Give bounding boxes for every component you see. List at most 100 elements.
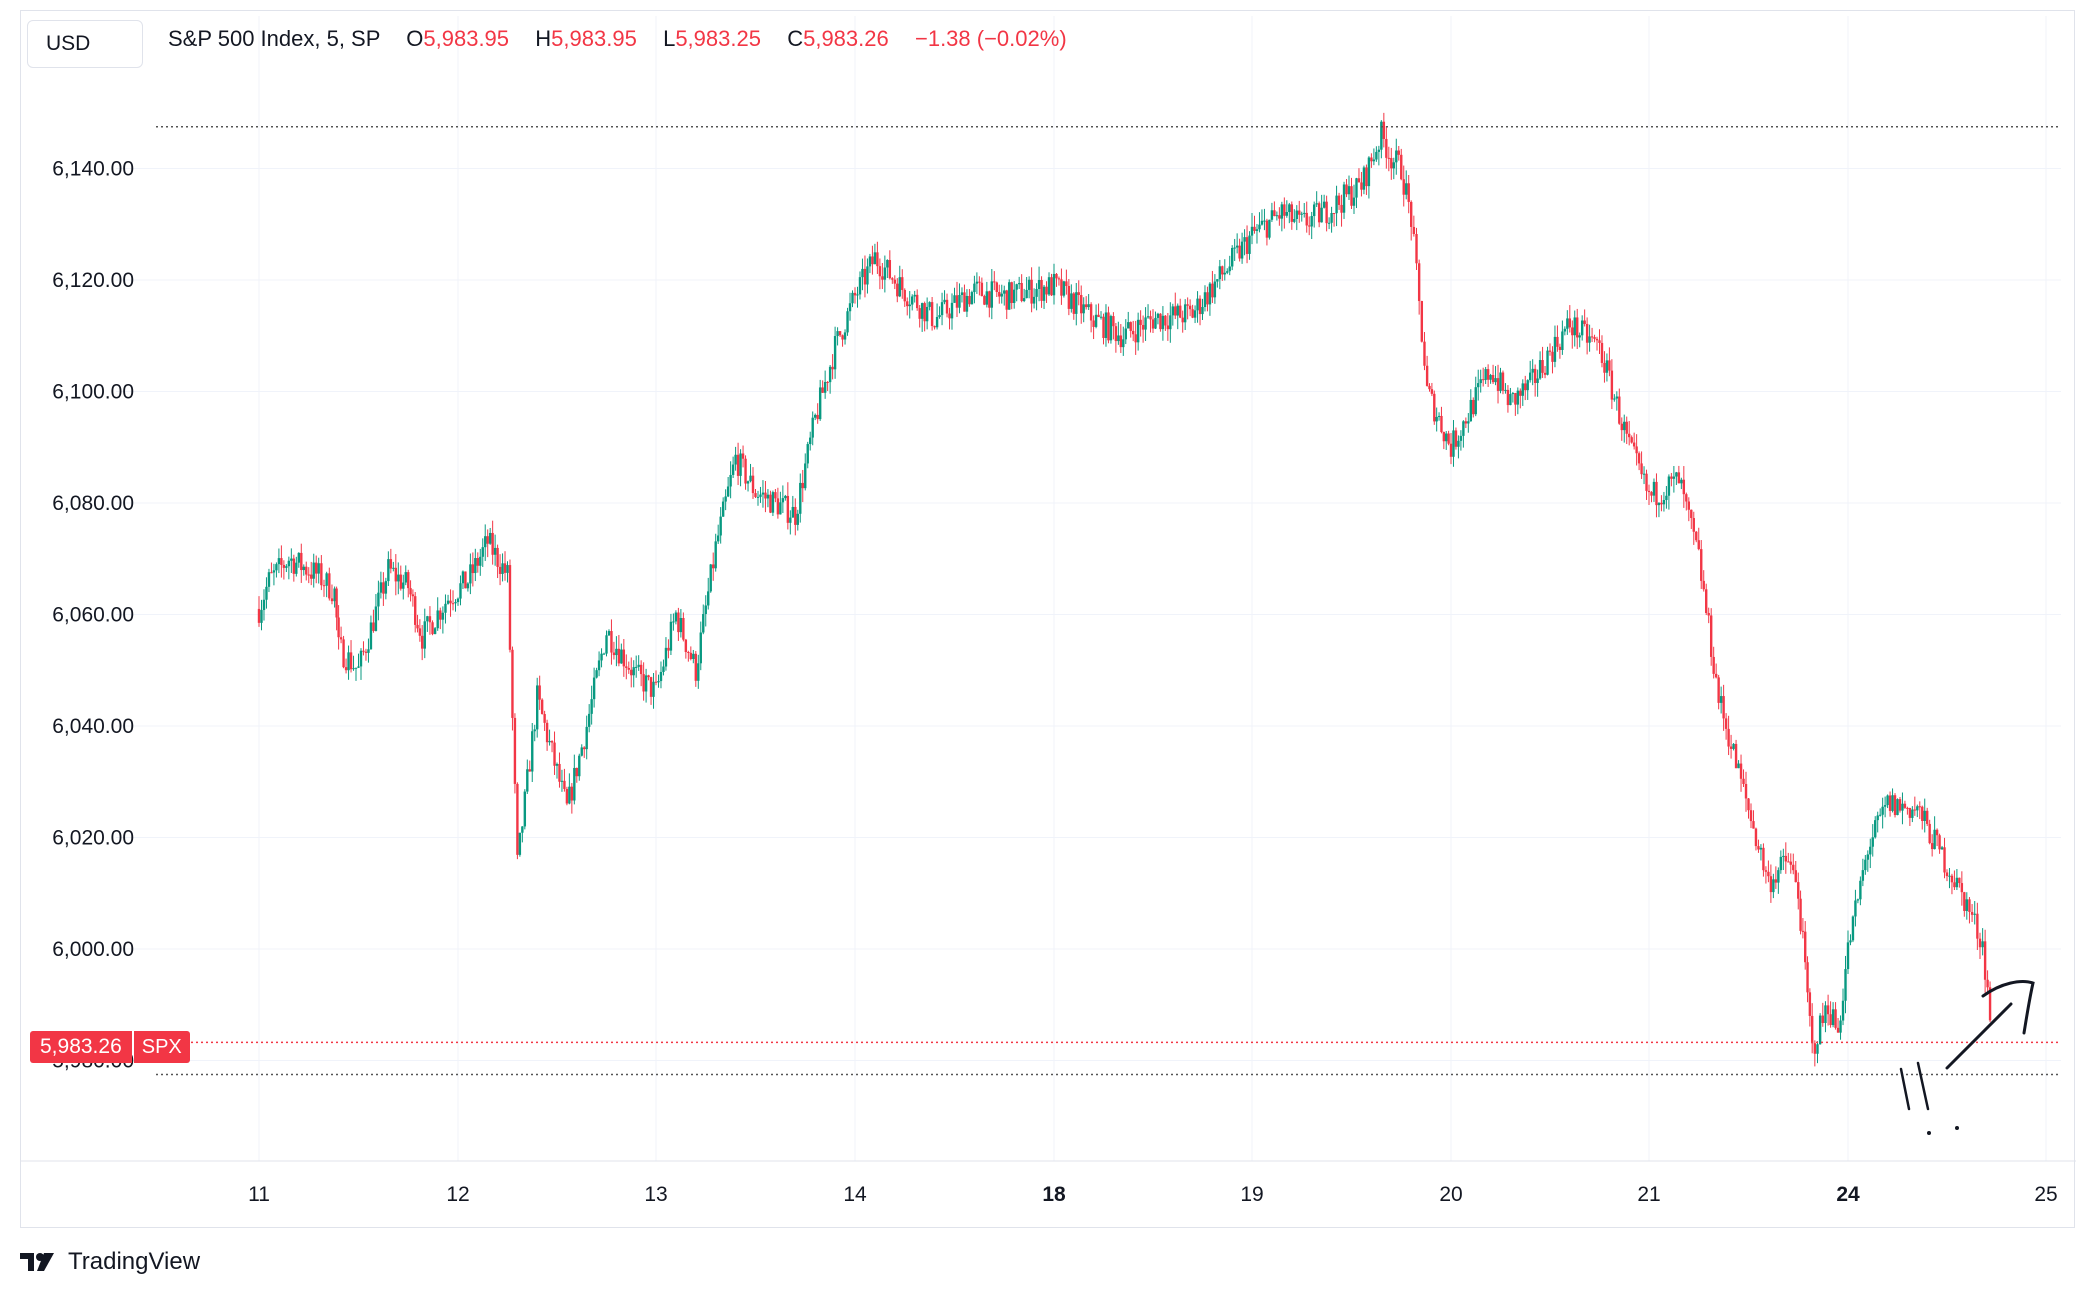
candle: [674, 610, 678, 625]
candle: [779, 491, 782, 515]
candle: [1350, 177, 1353, 210]
currency-selector[interactable]: USD: [27, 20, 143, 68]
candle: [1464, 417, 1468, 429]
candlestick-chart[interactable]: 6,140.00 6,120.00 6,100.00 6,080.00 6,060.00…: [21, 11, 2076, 1229]
candle: [970, 290, 974, 305]
candle: [1665, 486, 1668, 509]
candle: [1960, 871, 1964, 906]
candle: [1516, 387, 1520, 415]
x-tick-label: 20: [1439, 1183, 1462, 1206]
candle: [1799, 890, 1802, 935]
candle: [1988, 981, 1992, 1023]
candle: [1637, 451, 1641, 471]
candle: [1774, 866, 1778, 889]
candle: [1613, 394, 1616, 402]
candle: [1719, 686, 1723, 714]
candle: [903, 288, 906, 307]
candle: [995, 281, 998, 297]
candle: [766, 489, 770, 508]
candle: [1022, 288, 1026, 303]
candle: [409, 580, 412, 602]
candle: [764, 481, 767, 513]
candle: [1452, 420, 1455, 467]
candle: [1171, 303, 1174, 326]
tradingview-logo[interactable]: TradingView: [20, 1248, 200, 1276]
candle: [1275, 211, 1279, 221]
candle: [1293, 209, 1296, 224]
candle: [1566, 310, 1569, 335]
candle: [1496, 364, 1500, 404]
candle: [374, 594, 378, 632]
candle: [464, 571, 467, 589]
candle: [1695, 531, 1698, 543]
candle: [848, 292, 852, 321]
candle: [1365, 164, 1368, 195]
candle: [1650, 491, 1653, 503]
candle: [841, 334, 844, 347]
candle: [1099, 311, 1103, 320]
candle: [1258, 212, 1261, 233]
candle: [1288, 202, 1291, 224]
candle: [1240, 232, 1244, 264]
candle: [851, 290, 854, 308]
candle: [1415, 227, 1418, 270]
candle: [441, 606, 445, 634]
candle: [746, 480, 750, 492]
candle: [1772, 873, 1775, 899]
candle: [980, 277, 984, 297]
candle: [1077, 280, 1080, 306]
candle: [1459, 430, 1463, 451]
candle: [1407, 174, 1410, 214]
candle: [781, 485, 785, 514]
candle: [1442, 431, 1446, 450]
candle: [1474, 376, 1477, 417]
candle: [1400, 148, 1403, 181]
candle: [1898, 796, 1902, 813]
candle: [592, 667, 596, 708]
candle: [1345, 178, 1348, 198]
candle: [1749, 803, 1753, 829]
candle: [1151, 309, 1155, 333]
candle: [955, 281, 959, 317]
candle: [533, 724, 536, 742]
candle: [1045, 281, 1048, 303]
candle: [664, 637, 668, 671]
candle: [1808, 988, 1812, 1027]
grid-lines: [21, 16, 2076, 1162]
candle: [1940, 845, 1944, 850]
candle: [1425, 355, 1429, 387]
candle: [404, 565, 407, 586]
candle: [1198, 295, 1202, 326]
candle: [536, 677, 539, 738]
candle: [911, 294, 914, 311]
candle: [968, 289, 971, 307]
candle: [821, 380, 824, 393]
currency-label: USD: [46, 32, 91, 55]
candle: [1759, 844, 1763, 861]
candle: [1563, 326, 1567, 336]
candle: [1965, 892, 1968, 920]
candle: [1243, 229, 1246, 256]
candle: [726, 476, 730, 498]
candle: [1298, 200, 1301, 223]
candle: [1183, 299, 1187, 330]
candle: [1576, 308, 1579, 349]
x-tick-label: 21: [1637, 1183, 1660, 1206]
candle: [1117, 321, 1120, 345]
candle: [1529, 360, 1532, 383]
candle: [526, 759, 529, 795]
candle: [1722, 684, 1725, 731]
candle: [1854, 889, 1857, 927]
candle: [647, 674, 650, 681]
candle: [481, 538, 484, 567]
candle: [838, 331, 842, 338]
candle: [662, 659, 665, 676]
candle: [659, 661, 663, 689]
candle: [1107, 306, 1110, 344]
candle: [1057, 276, 1061, 286]
candle: [811, 411, 814, 446]
candle: [1667, 474, 1671, 510]
candle: [528, 760, 531, 772]
candle: [531, 722, 534, 782]
candle: [399, 565, 402, 591]
